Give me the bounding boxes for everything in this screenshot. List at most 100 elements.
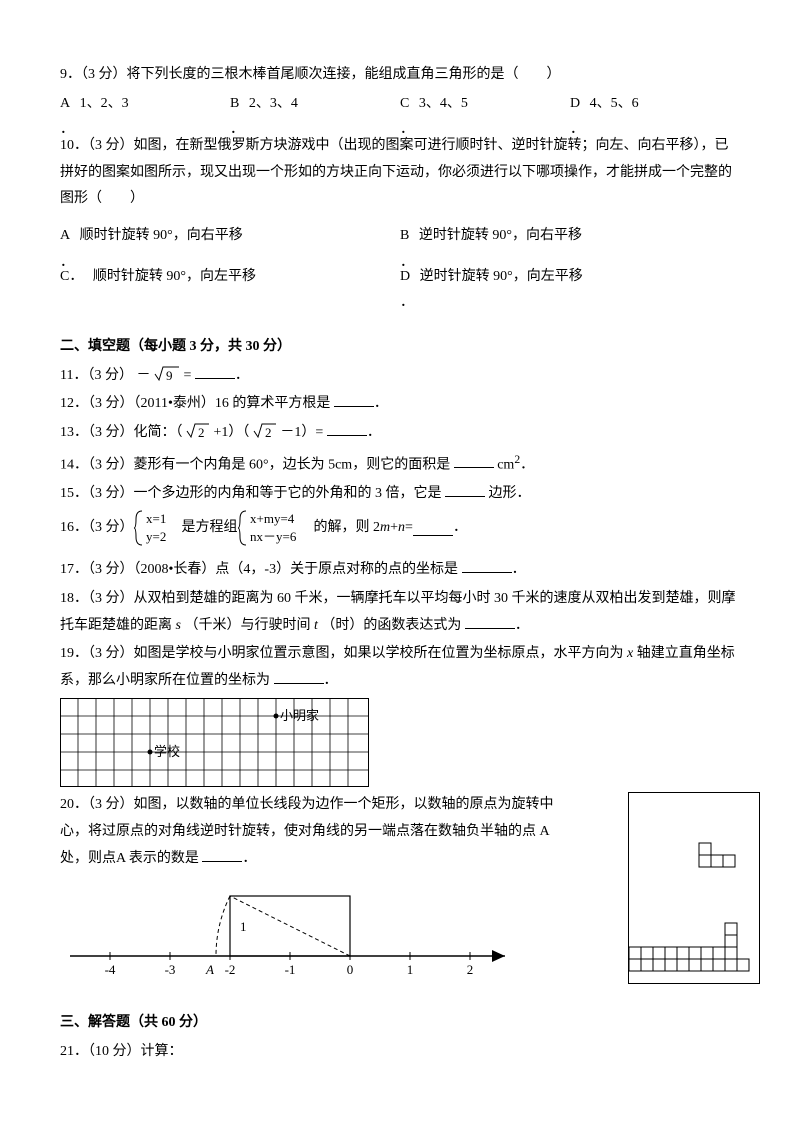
q10-opt-a: A 顺时针旋转 90°，向右平移 <box>60 223 400 250</box>
opt-label: D <box>570 96 580 111</box>
opt-value: 4、5、6 <box>590 96 639 111</box>
q9-text: 9．（3 分）将下列长度的三根木棒首尾顺次连接，能组成直角三角形的是（ ） <box>60 67 561 82</box>
school-label: 学校 <box>154 744 180 759</box>
opt-value: 逆时针旋转 90°，向左平移 <box>420 269 583 284</box>
q14-a: 14．（3 分）菱形有一个内角是 60°，边长为 5cm，则它的面积是 <box>60 457 450 472</box>
svg-text:1: 1 <box>240 919 247 934</box>
opt-value: 逆时针旋转 90°，向右平移 <box>419 228 582 243</box>
var-t: t <box>314 618 318 633</box>
q11-text: 11．（3 分） <box>60 368 133 383</box>
blank <box>462 558 512 573</box>
var-s: s <box>176 618 181 633</box>
dot: ． <box>400 117 570 131</box>
q18-c: （时）的函数表达式为 <box>321 618 461 633</box>
sup-2: 2 <box>514 453 520 466</box>
q16-a: 16．（3 分） <box>60 515 134 542</box>
svg-text:x+my=4: x+my=4 <box>250 511 295 526</box>
dot: ． <box>400 250 740 264</box>
opt-label: B <box>230 96 239 111</box>
svg-text:x=1: x=1 <box>146 511 166 526</box>
q16-d: = <box>405 515 413 542</box>
question-10: 10．（3 分）如图，在新型俄罗斯方块游戏中（出现的图案可进行顺时针、逆时针旋转… <box>60 133 740 213</box>
q10-opt-d: D 逆时针旋转 90°，向左平移 <box>400 264 740 291</box>
question-17: 17．（3 分）（2008•长春）点（4，-3）关于原点对称的点的坐标是 ． <box>60 557 740 584</box>
tick-label: 2 <box>467 962 474 977</box>
q9-dots: ． ． ． ． <box>60 117 740 131</box>
q9-opt-a: A 1、2、3 <box>60 91 230 118</box>
tick-label: -1 <box>285 962 296 977</box>
q20-a: 20．（3 分）如图，以数轴的单位长线段为边作一个矩形，以数轴的原点为旋转中心，… <box>60 797 554 865</box>
var-x: x <box>627 646 633 661</box>
opt-value: 顺时针旋转 90°，向右平移 <box>80 228 243 243</box>
opt-label: A <box>60 96 70 111</box>
q15-b: 边形． <box>489 486 531 501</box>
q10-options-row1: A 顺时针旋转 90°，向右平移 B 逆时针旋转 90°，向右平移 <box>60 223 740 250</box>
grid-figure-q19: 学校 小明家 <box>60 698 370 788</box>
svg-text:-3: -3 <box>165 962 176 977</box>
opt-label: C． <box>60 269 83 284</box>
svg-text:-2: -2 <box>225 962 236 977</box>
opt-label: B <box>400 228 409 243</box>
tick-label: 0 <box>347 962 354 977</box>
question-12: 12．（3 分）（2011•泰州）16 的算术平方根是 ． <box>60 391 740 418</box>
q12-text: 12．（3 分）（2011•泰州）16 的算术平方根是 <box>60 396 330 411</box>
q19-a: 19．（3 分）如图是学校与小明家位置示意图，如果以学校所在位置为坐标原点，水平… <box>60 646 627 661</box>
dot: ． <box>230 117 400 131</box>
blank <box>327 421 367 436</box>
q14-b: cm <box>497 457 514 472</box>
opt-label: D <box>400 269 410 284</box>
q10-dots-1: ． ． <box>60 250 740 264</box>
q16-c: 的解，则 2 <box>314 515 381 542</box>
opt-value: 1、2、3 <box>80 96 129 111</box>
blank <box>202 847 242 862</box>
brace-system-1-icon: x=1 y=2 <box>134 509 182 547</box>
q9-opt-b: B 2、3、4 <box>230 91 400 118</box>
sqrt-2-icon: 2 <box>186 422 210 440</box>
opt-value: 顺时针旋转 90°，向左平移 <box>93 269 256 284</box>
question-15: 15．（3 分）一个多边形的内角和等于它的外角和的 3 倍，它是 边形． <box>60 481 740 508</box>
q13-c: －1）= <box>280 425 323 440</box>
question-20: 20．（3 分）如图，以数轴的单位长线段为边作一个矩形，以数轴的原点为旋转中心，… <box>60 792 580 872</box>
q10-opt-b: B 逆时针旋转 90°，向右平移 <box>400 223 740 250</box>
q20-container: 20．（3 分）如图，以数轴的单位长线段为边作一个矩形，以数轴的原点为旋转中心，… <box>60 792 740 986</box>
eq-text: = <box>183 368 191 383</box>
svg-text:nx－y=6: nx－y=6 <box>250 529 297 544</box>
point-a-label: A <box>205 962 214 977</box>
q13-a: 13．（3 分）化简：（ <box>60 425 183 440</box>
tetris-figure <box>628 792 760 984</box>
question-9: 9．（3 分）将下列长度的三根木棒首尾顺次连接，能组成直角三角形的是（ ） <box>60 62 740 89</box>
blank <box>413 521 453 536</box>
opt-value: 2、3、4 <box>249 96 298 111</box>
q10-options-row2: C． 顺时针旋转 90°，向左平移 D 逆时针旋转 90°，向左平移 <box>60 264 740 291</box>
q10-text: 10．（3 分）如图，在新型俄罗斯方块游戏中（出现的图案可进行顺时针、逆时针旋转… <box>60 138 732 206</box>
question-18: 18．（3 分）从双柏到楚雄的距离为 60 千米，一辆摩托车以平均每小时 30 … <box>60 586 740 639</box>
var-m: m <box>380 515 390 542</box>
blank <box>445 482 485 497</box>
var-n: n <box>398 515 405 542</box>
dot: ． <box>60 250 400 264</box>
section-3-title: 三、解答题（共 60 分） <box>60 1010 740 1037</box>
blank <box>195 364 235 379</box>
number-line-figure: -4 -3 -1 -1 0 1 2 -3 -2 A 1 <box>60 876 520 986</box>
q9-options: A 1、2、3 B 2、3、4 C 3、4、5 D 4、5、6 <box>60 91 740 118</box>
question-21: 21．（10 分）计算： <box>60 1039 740 1066</box>
question-11: 11．（3 分） － 9 = ． <box>60 363 740 390</box>
q10-opt-c: C． 顺时针旋转 90°，向左平移 <box>60 264 400 291</box>
svg-text:2: 2 <box>265 425 272 440</box>
question-19: 19．（3 分）如图是学校与小明家位置示意图，如果以学校所在位置为坐标原点，水平… <box>60 641 740 694</box>
q9-opt-d: D 4、5、6 <box>570 91 740 118</box>
question-13: 13．（3 分）化简：（ 2 +1）（ 2 －1）= ． <box>60 420 740 447</box>
svg-text:2: 2 <box>198 425 205 440</box>
brace-system-2-icon: x+my=4 nx－y=6 <box>238 509 314 547</box>
tick-label: 1 <box>407 962 414 977</box>
q16-b: 是方程组 <box>182 515 238 542</box>
opt-value: 3、4、5 <box>419 96 468 111</box>
q9-opt-c: C 3、4、5 <box>400 91 570 118</box>
sqrt-2-icon: 2 <box>253 422 277 440</box>
question-16: 16．（3 分） x=1 y=2 是方程组 x+my=4 nx－y=6 的解，则… <box>60 509 740 547</box>
svg-text:9: 9 <box>166 368 173 383</box>
q17-text: 17．（3 分）（2008•长春）点（4，-3）关于原点对称的点的坐标是 <box>60 562 458 577</box>
q18-b: （千米）与行驶时间 <box>184 618 314 633</box>
dot <box>60 290 400 304</box>
blank <box>454 453 494 468</box>
